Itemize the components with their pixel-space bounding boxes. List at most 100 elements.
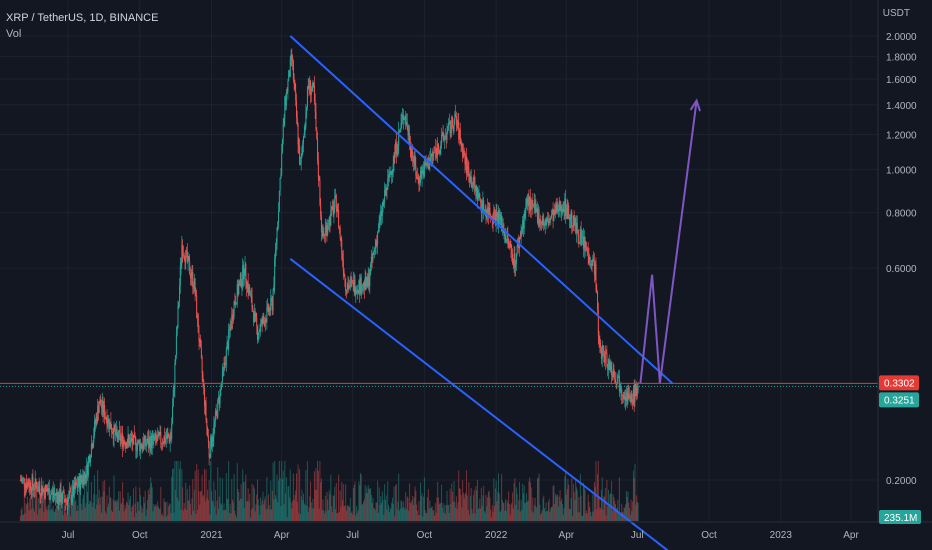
candle-body: [125, 442, 127, 447]
candle-body: [97, 405, 99, 414]
candle-body: [144, 435, 146, 445]
symbol-title[interactable]: XRP / TetherUS, 1D, BINANCE: [6, 12, 159, 24]
candle-body: [62, 492, 64, 501]
candle-body: [81, 479, 83, 483]
volume-bar: [402, 501, 404, 521]
volume-bar: [242, 481, 244, 521]
candle-body: [196, 314, 198, 318]
volume-bar: [382, 500, 384, 521]
volume-bar: [447, 504, 449, 521]
volume-bar: [508, 491, 510, 521]
volume-bar: [44, 484, 46, 521]
candle-body: [106, 418, 108, 427]
volume-bar: [252, 508, 254, 521]
volume-bar: [313, 471, 315, 521]
volume-bar: [356, 512, 358, 521]
candle-body: [637, 386, 639, 392]
volume-bar: [583, 484, 585, 521]
volume-bar: [308, 507, 310, 521]
candle-body: [72, 485, 74, 496]
candle-body: [313, 82, 315, 85]
time-axis[interactable]: Jul Oct 2021 Apr Jul Oct 2022 Apr Jul Oct 2023 Apr: [62, 530, 860, 541]
candle-body: [251, 296, 253, 309]
volume-bar: [189, 503, 191, 521]
candle-body: [45, 485, 47, 489]
candle-body: [473, 177, 475, 186]
volume-label[interactable]: Vol: [6, 28, 22, 40]
volume-bar: [305, 470, 307, 521]
candle-body: [482, 200, 484, 209]
volume-bar: [258, 505, 260, 521]
candle-body: [410, 150, 412, 157]
volume-bar: [119, 491, 121, 521]
volume-bar: [476, 490, 478, 521]
volume-bar: [416, 510, 418, 521]
volume-bar: [400, 500, 402, 521]
candle-body: [343, 271, 345, 276]
volume-bar: [604, 496, 606, 521]
candle-body: [334, 195, 336, 198]
candle-body: [631, 399, 633, 402]
volume-bar: [264, 499, 266, 521]
candle-body: [20, 480, 22, 482]
candle-body: [132, 440, 134, 445]
volume-bar: [615, 508, 617, 521]
candle-body: [232, 314, 234, 321]
volume-bar: [76, 510, 78, 521]
last-price-badge: 0.3302: [879, 375, 919, 391]
candle-body: [447, 126, 449, 132]
volume-bar: [597, 461, 599, 521]
volume-bar: [213, 481, 215, 521]
volume-bar: [336, 513, 338, 521]
volume-bar: [106, 495, 108, 521]
candle-body: [73, 482, 75, 496]
volume-bar: [629, 514, 631, 521]
projection-path[interactable]: [639, 100, 698, 384]
volume-bar: [118, 491, 120, 521]
candle-body: [494, 213, 496, 224]
candle-body: [564, 198, 566, 213]
volume-bar: [560, 501, 562, 521]
volume-bar: [97, 470, 99, 521]
lower-trendline[interactable]: [289, 258, 684, 550]
volume-bar: [331, 511, 333, 521]
candle-body: [455, 116, 457, 124]
volume-bar: [225, 473, 227, 521]
candle-body: [324, 227, 326, 236]
candle-body: [615, 383, 617, 386]
candle-body: [180, 262, 182, 266]
volume-bar: [481, 505, 483, 521]
volume-bar: [544, 508, 546, 521]
candle-body: [253, 311, 255, 323]
candle-body: [276, 228, 278, 244]
candle-body: [137, 440, 139, 445]
candle-body: [111, 432, 113, 434]
volume-bar: [459, 489, 461, 521]
candle-body: [268, 308, 270, 313]
candle-body: [489, 207, 491, 215]
candle-body: [172, 389, 174, 407]
candle-body: [225, 348, 227, 365]
volume-bar: [254, 511, 256, 521]
volume-bar: [330, 474, 332, 521]
volume-bar: [575, 478, 577, 521]
candle-body: [577, 233, 579, 236]
volume-bar: [618, 477, 620, 521]
volume-bar: [551, 506, 553, 521]
volume-bar: [597, 474, 599, 521]
candle-body: [632, 399, 634, 405]
volume-bar: [575, 487, 577, 521]
price-axis[interactable]: 2.00001.80001.60001.40001.20001.00000.80…: [886, 32, 917, 487]
volume-bar: [500, 510, 502, 521]
candle-body: [428, 165, 430, 169]
volume-bar: [44, 496, 46, 521]
volume-bar: [350, 512, 352, 521]
upper-trendline[interactable]: [289, 35, 674, 385]
candle-body: [223, 362, 225, 368]
candle-body: [213, 423, 215, 437]
volume-bar: [351, 511, 353, 521]
volume-bar: [122, 482, 124, 521]
candle-body: [157, 432, 159, 437]
volume-bar: [347, 505, 349, 521]
